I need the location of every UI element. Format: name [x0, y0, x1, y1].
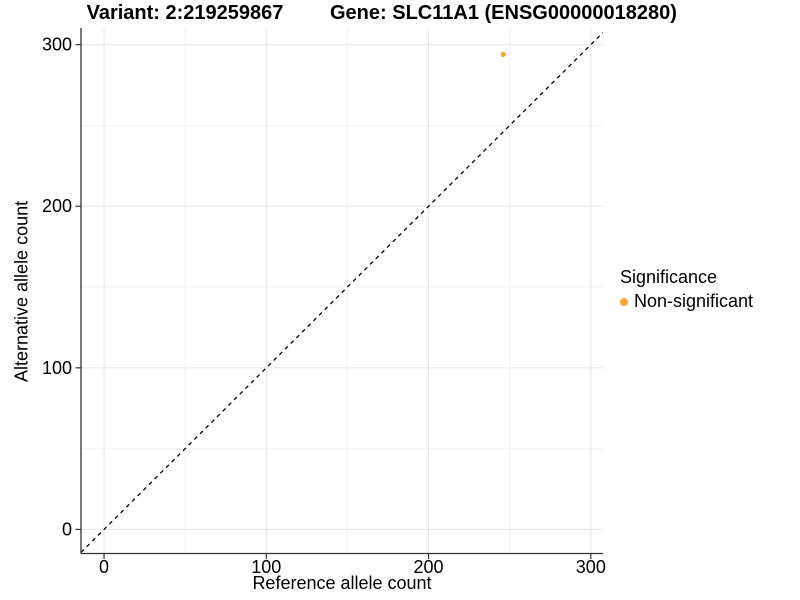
x-tick-label: 300	[576, 557, 606, 577]
legend-point-icon	[620, 297, 628, 306]
legend-title: Significance	[620, 267, 718, 287]
x-axis-title: Reference allele count	[252, 573, 432, 593]
legend-item-non-significant: Non-significant	[620, 291, 753, 312]
y-tick-label: 300	[42, 35, 72, 55]
y-axis-title: Alternative allele count	[11, 200, 32, 382]
x-tick-label: 100	[251, 557, 281, 577]
legend: Significance Non-significant	[620, 266, 753, 312]
legend-item-label: Non-significant	[634, 291, 754, 311]
y-tick-label: 100	[42, 358, 72, 378]
x-tick-label: 0	[99, 557, 109, 577]
identity-line	[81, 32, 603, 553]
data-point	[500, 51, 506, 57]
chart-title-gene: Gene: SLC11A1 (ENSG00000018280)	[330, 2, 677, 24]
x-tick-label: 200	[414, 557, 444, 577]
chart-title-variant: Variant: 2:219259867	[86, 2, 284, 24]
y-tick-label: 200	[42, 196, 72, 216]
y-tick-label: 0	[62, 519, 72, 539]
